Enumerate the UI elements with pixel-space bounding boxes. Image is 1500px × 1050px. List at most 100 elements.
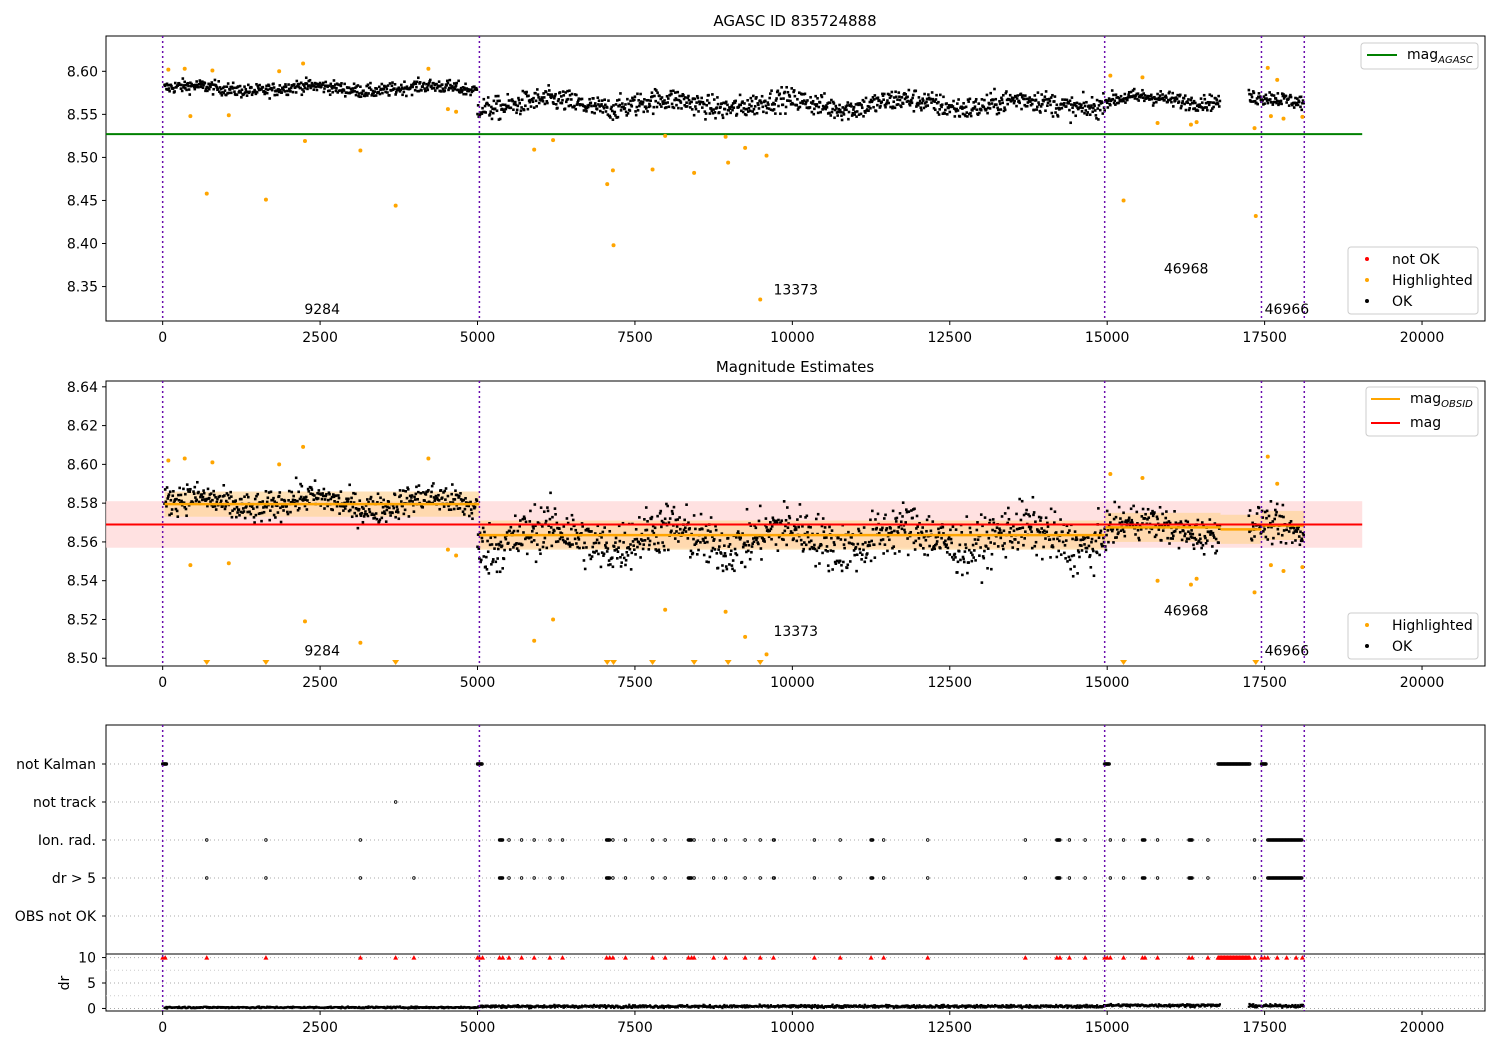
mag-ok-point: [1064, 539, 1068, 542]
agasc-ok-point: [1129, 90, 1133, 94]
agasc-ok-point: [962, 106, 966, 109]
agasc-ok-point: [831, 107, 834, 111]
mag-ok-point: [1194, 538, 1198, 541]
agasc-ok-point: [906, 99, 910, 103]
agasc-ok-point: [437, 84, 440, 88]
mag-ok-point: [235, 515, 238, 519]
agasc-ok-point: [1089, 106, 1093, 109]
mag-ok-point: [1185, 540, 1188, 543]
agasc-highlighted-point: [551, 138, 556, 143]
mag-ok-point: [870, 539, 873, 543]
agasc-ok-point: [806, 99, 809, 102]
mag-ok-point: [1266, 538, 1270, 541]
agasc-ok-point: [469, 93, 472, 97]
agasc-ok-point: [958, 115, 962, 118]
agasc-ok-point: [933, 100, 936, 103]
mag-ok-point: [655, 535, 658, 538]
mag-ok-point: [1087, 544, 1091, 548]
agasc-ok-point: [929, 98, 933, 101]
agasc-ok-point: [359, 95, 363, 98]
mag-ok-point: [1119, 517, 1122, 520]
agasc-ok-point: [388, 94, 391, 97]
agasc-ok-point: [1079, 105, 1083, 108]
agasc-ok-point: [1112, 93, 1115, 97]
mag-ok-point: [625, 550, 629, 554]
mag-ok-point: [906, 553, 910, 557]
mag-ok-point: [1148, 530, 1151, 534]
mag-ok-point: [1105, 509, 1109, 513]
mag-ok-point: [1020, 535, 1023, 538]
agasc-ok-point: [1044, 109, 1047, 113]
agasc-ok-point: [1173, 99, 1177, 103]
mag-ok-point: [354, 492, 357, 496]
mag-obsid-label: 9284: [304, 643, 340, 659]
mag-ok-point: [328, 492, 331, 496]
mag-ok-point: [216, 497, 219, 501]
agasc-ok-point: [1207, 103, 1211, 107]
agasc-ok-point: [703, 110, 707, 113]
agasc-ok-point: [1141, 88, 1144, 92]
mag-ok-point: [349, 500, 353, 504]
agasc-ok-point: [651, 112, 655, 116]
mag-ok-point: [831, 568, 834, 571]
agasc-ok-point: [440, 83, 444, 86]
agasc-ok-point: [600, 99, 604, 102]
mag-ok-point: [782, 538, 785, 542]
agasc-ok-point: [405, 85, 409, 89]
mag-ok-point: [1299, 530, 1302, 534]
mag-ok-point: [544, 519, 548, 523]
flag-marker: [1252, 838, 1257, 842]
agasc-ok-point: [402, 90, 406, 94]
mag-ok-point: [304, 495, 308, 499]
agasc-ok-point: [910, 98, 913, 102]
agasc-ok-point: [641, 102, 644, 106]
agasc-ok-point: [193, 87, 197, 91]
agasc-ok-point: [1183, 102, 1186, 106]
agasc-ok-point: [765, 106, 769, 110]
agasc-ok-point: [610, 105, 613, 109]
mag-ok-point: [394, 515, 397, 519]
mag-ok-point: [339, 490, 343, 493]
mag-ok-point: [590, 530, 593, 533]
mag-ok-point: [568, 541, 571, 545]
agasc-ok-point: [256, 84, 260, 88]
mag-ok-point: [1018, 497, 1021, 501]
agasc-ok-point: [1142, 92, 1146, 95]
agasc-highlighted-point: [1108, 73, 1113, 78]
mag-ok-point: [901, 501, 905, 504]
agasc-ok-point: [833, 108, 837, 112]
dr-point: [610, 1005, 613, 1009]
agasc-ok-point: [649, 99, 652, 102]
mag-ok-point: [837, 536, 840, 539]
mag-ok-point: [848, 541, 851, 545]
mag-ok-point: [303, 504, 307, 508]
agasc-ok-point: [628, 109, 632, 112]
agasc-ok-point: [386, 84, 390, 87]
agasc-ok-point: [757, 103, 760, 107]
agasc-ok-point: [597, 99, 601, 103]
mag-ok-point: [285, 504, 289, 508]
mag-ok-point: [270, 505, 274, 508]
mag-highlighted-point: [358, 640, 363, 645]
agasc-ok-point: [491, 111, 495, 115]
mag-ok-point: [759, 547, 763, 550]
agasc-ok-point: [384, 90, 387, 94]
dr-point: [667, 1004, 670, 1007]
mag-ok-point: [746, 540, 749, 543]
mag-ok-point: [1021, 526, 1025, 530]
agasc-ok-point: [788, 95, 792, 98]
agasc-ok-point: [192, 85, 196, 89]
mag-ok-point: [345, 497, 348, 501]
agasc-ok-point: [992, 105, 996, 109]
mag-ok-point: [275, 504, 279, 508]
mag-ok-point: [369, 497, 372, 501]
agasc-ok-point: [1011, 98, 1015, 102]
flag-marker: [692, 876, 696, 880]
agasc-ok-point: [1292, 106, 1296, 109]
flag-marker: [1248, 762, 1252, 766]
agasc-ok-point: [942, 95, 945, 99]
agasc-ok-point: [1192, 99, 1196, 103]
mag-ok-point: [694, 527, 697, 531]
agasc-ok-point: [767, 103, 770, 106]
agasc-ok-point: [1159, 90, 1163, 93]
